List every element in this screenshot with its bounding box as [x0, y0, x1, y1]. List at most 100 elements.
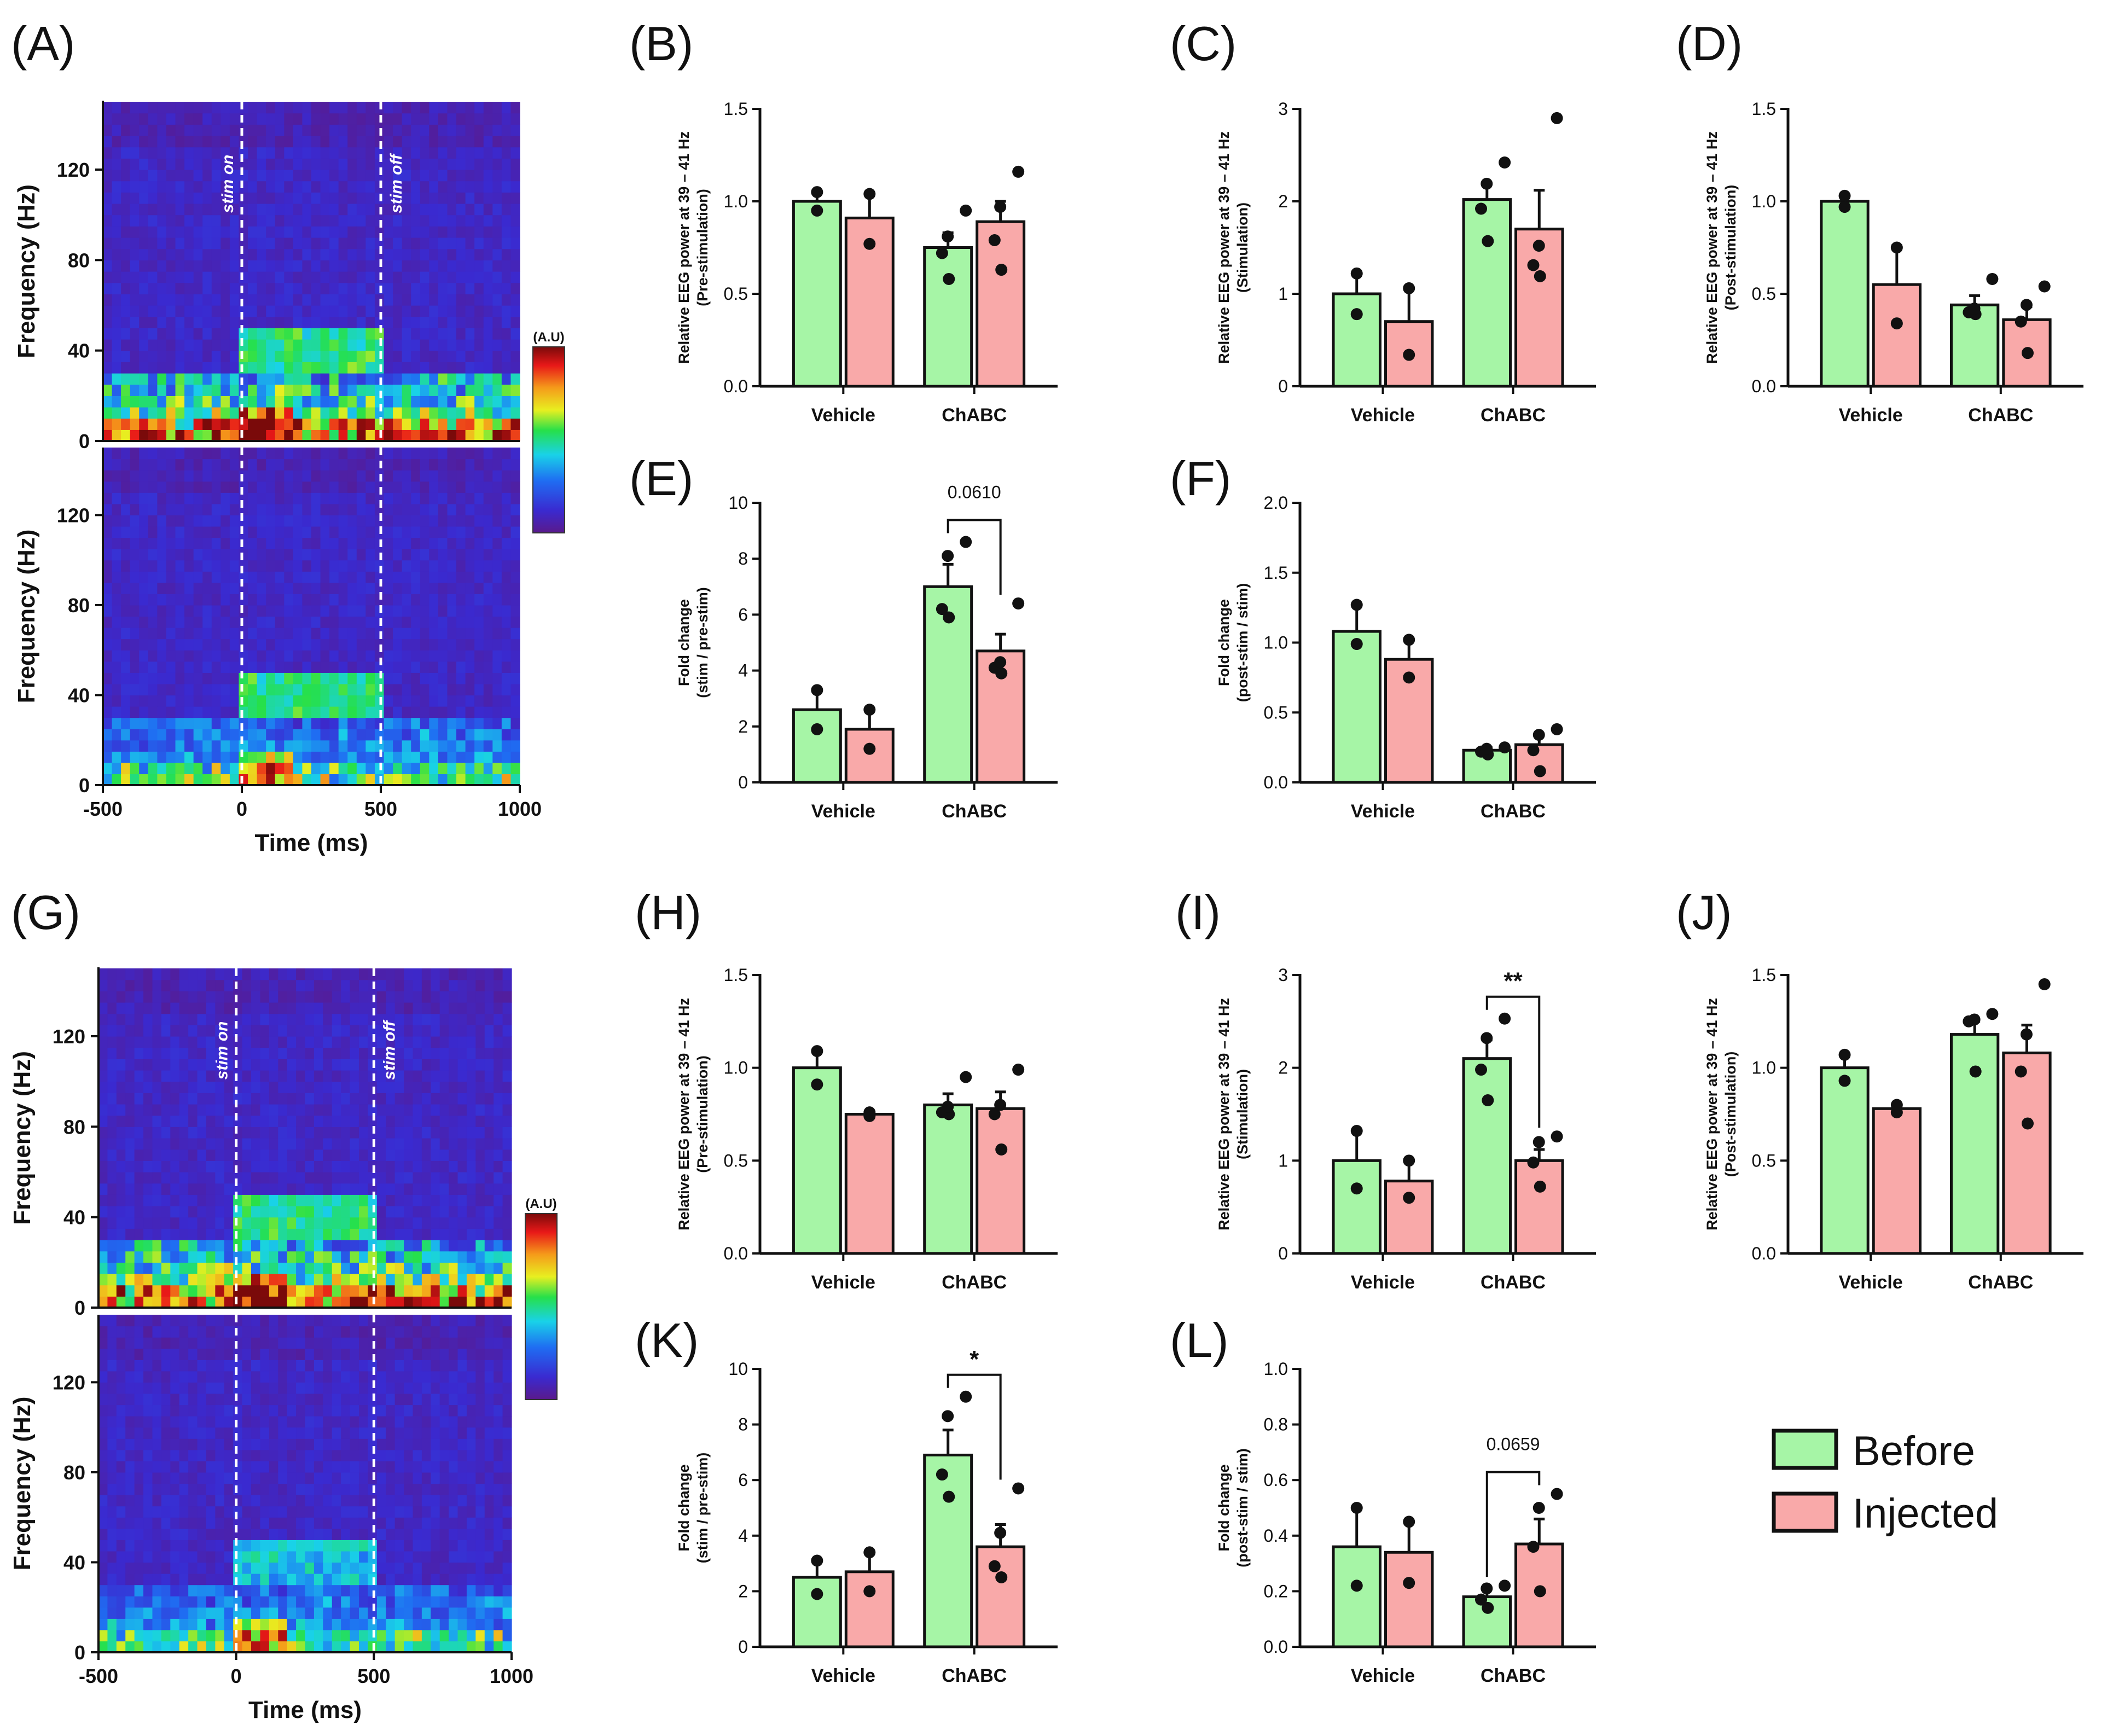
heatmap-cell [193, 683, 203, 696]
heatmap-cell [394, 968, 404, 980]
heatmap-cell [269, 1360, 278, 1372]
heatmap-cell [211, 124, 221, 136]
heatmap-cell [338, 582, 348, 594]
heatmap-cell [139, 362, 149, 374]
heatmap-cell [456, 571, 466, 583]
heatmap-cell [139, 158, 149, 170]
heatmap-cell [125, 1348, 135, 1360]
heatmap-cell [266, 282, 276, 294]
heatmap-cell [116, 1059, 126, 1071]
heatmap-cell [305, 1217, 315, 1229]
heatmap-cell [341, 1093, 351, 1105]
heatmap-cell [421, 1228, 431, 1240]
heatmap-cell [220, 683, 230, 696]
heatmap-cell [116, 1562, 126, 1574]
heatmap-cell [510, 638, 520, 651]
heatmap-cell [338, 672, 348, 684]
heatmap-cell [193, 271, 203, 283]
heatmap-cell [302, 113, 312, 125]
heatmap-cell [358, 1262, 368, 1274]
heatmap-cell [112, 616, 121, 628]
heatmap-cell [323, 1528, 333, 1540]
heatmap-cell [175, 650, 185, 662]
heatmap-cell [148, 384, 158, 396]
heatmap-cell [152, 1036, 162, 1048]
heatmap-cell [130, 470, 140, 482]
heatmap-cell [130, 661, 140, 673]
heatmap-cell [275, 638, 285, 651]
heatmap-cell [112, 373, 121, 385]
heatmap-cell [161, 1416, 171, 1428]
heatmap-cell [456, 638, 466, 651]
heatmap-cell [411, 549, 421, 561]
heatmap-cell [143, 1461, 153, 1473]
heatmap-cell [161, 1115, 171, 1127]
heatmap-cell [456, 594, 466, 606]
heatmap-cell [465, 751, 475, 763]
heatmap-cell [494, 991, 503, 1003]
heatmap-cell [143, 1517, 153, 1529]
heatmap-cell [197, 1059, 207, 1071]
heatmap-cell [447, 628, 457, 640]
heatmap-cell [224, 1326, 234, 1338]
heatmap-cell [224, 1047, 234, 1059]
heatmap-cell [287, 968, 297, 980]
heatmap-cell [393, 515, 403, 527]
heatmap-cell [474, 628, 484, 640]
heatmap-cell [257, 192, 266, 204]
heatmap-cell [215, 1562, 225, 1574]
heatmap-cell [494, 1093, 503, 1105]
heatmap-cell [275, 147, 285, 159]
heatmap-cell [98, 1641, 108, 1653]
heatmap-cell [305, 1483, 315, 1495]
heatmap-cell [474, 549, 484, 561]
heatmap-cell [206, 1217, 216, 1229]
heatmap-cell [278, 1337, 288, 1349]
heatmap-cell [287, 1404, 297, 1416]
heatmap-cell [220, 571, 230, 583]
heatmap-cell [98, 1183, 108, 1195]
heatmap-cell [148, 458, 158, 471]
heatmap-cell [474, 650, 484, 662]
heatmap-cell [179, 1285, 189, 1297]
heatmap-cell [148, 717, 158, 729]
heatmap-cell [224, 1172, 234, 1184]
heatmap-cell [347, 170, 357, 182]
heatmap-cell [175, 362, 185, 374]
heatmap-cell [224, 1618, 234, 1630]
heatmap-cell [130, 650, 140, 662]
heatmap-cell [98, 1002, 108, 1014]
heatmap-cell [284, 628, 294, 640]
heatmap-cell [350, 1172, 359, 1184]
heatmap-cell [148, 582, 158, 594]
heatmap-cell [296, 1483, 306, 1495]
heatmap-cell [134, 1427, 144, 1439]
heatmap-cell [475, 1104, 485, 1116]
heatmap-cell [438, 170, 448, 182]
heatmap-cell [483, 638, 493, 651]
heatmap-cell [197, 1629, 207, 1642]
heatmap-cell [161, 1449, 171, 1461]
heatmap-cell [98, 1285, 108, 1297]
heatmap-cell [358, 1093, 368, 1105]
heatmap-cell [269, 1059, 278, 1071]
heatmap-cell [420, 526, 429, 538]
heatmap-cell [510, 503, 520, 515]
heatmap-cell [302, 271, 312, 283]
heatmap-cell [125, 1115, 135, 1127]
heatmap-cell [311, 260, 321, 272]
heatmap-cell [314, 1326, 323, 1338]
heatmap-cell [439, 979, 449, 991]
heatmap-cell [260, 1528, 270, 1540]
heatmap-cell [483, 729, 493, 741]
heatmap-cell [197, 1149, 207, 1161]
heatmap-cell [393, 751, 403, 763]
heatmap-cell [257, 350, 266, 362]
heatmap-cell [393, 672, 403, 684]
heatmap-cell [103, 740, 113, 752]
heatmap-cell [384, 362, 393, 374]
heatmap-cell [229, 481, 240, 493]
heatmap-cell [179, 1596, 189, 1608]
heatmap-cell [193, 362, 203, 374]
heatmap-cell [229, 214, 240, 227]
